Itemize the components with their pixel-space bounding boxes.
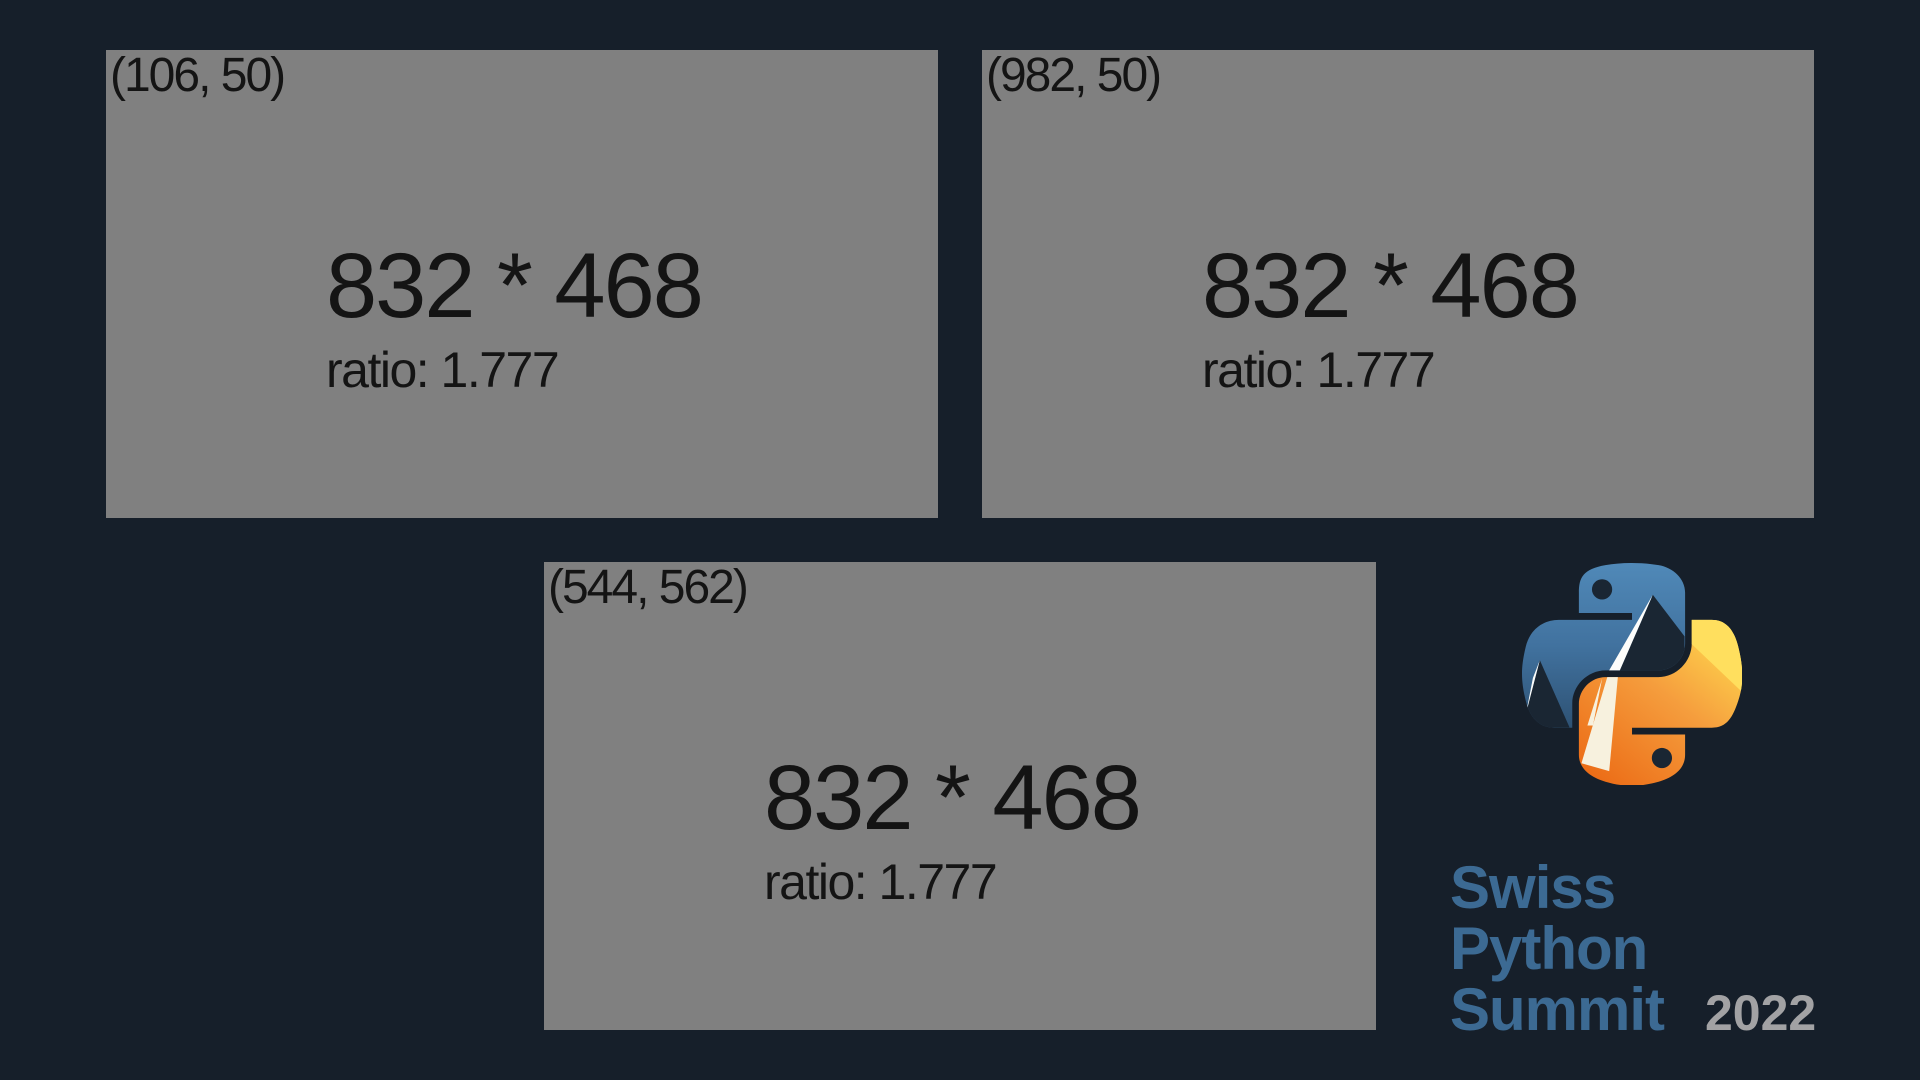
brand-line-swiss: Swiss (1450, 854, 1616, 921)
python-snake-blue (1522, 563, 1686, 728)
window-size-label: 832 * 468 (1202, 235, 1580, 337)
brand-wordmark: Swiss Python Summit (1450, 854, 1665, 1043)
snake-eye-orange (1651, 747, 1673, 769)
window-position-label: (982, 50) (986, 49, 1162, 102)
window-ratio-label: ratio: 1.777 (764, 854, 998, 910)
mountain-dark-large (1619, 594, 1685, 673)
brand-line-python: Python (1450, 915, 1648, 982)
window-size-label: 832 * 468 (326, 235, 704, 337)
window-position-label: (544, 562) (548, 561, 749, 614)
brand-year: 2022 (1705, 985, 1817, 1041)
glacier-wedge-lower (1581, 674, 1619, 772)
demo-window-3[interactable]: (544, 562) 832 * 468 ratio: 1.777 (544, 562, 1376, 1030)
snake-eye-blue (1591, 579, 1613, 600)
mountain-dark-small (1523, 660, 1570, 728)
demo-window-1[interactable]: (106, 50) 832 * 468 ratio: 1.777 (106, 50, 938, 518)
python-snake-orange (1578, 619, 1742, 785)
brand-line-summit: Summit (1450, 976, 1665, 1043)
swiss-python-summit-logo-icon (1522, 563, 1742, 785)
demo-window-2[interactable]: (982, 50) 832 * 468 ratio: 1.777 (982, 50, 1814, 518)
window-ratio-label: ratio: 1.777 (326, 342, 560, 398)
window-size-label: 832 * 468 (764, 747, 1142, 849)
window-ratio-label: ratio: 1.777 (1202, 342, 1436, 398)
window-position-label: (106, 50) (110, 49, 286, 102)
